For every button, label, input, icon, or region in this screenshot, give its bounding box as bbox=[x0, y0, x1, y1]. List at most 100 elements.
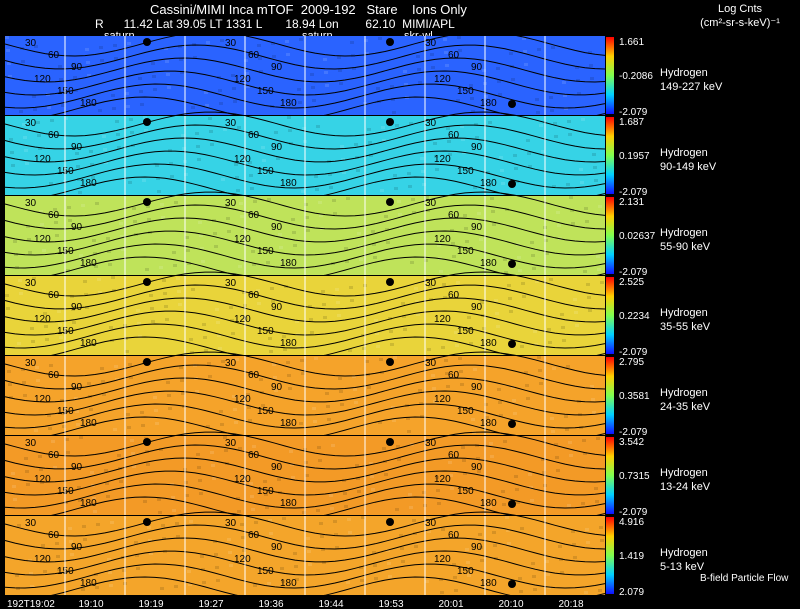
panel-4-speckle bbox=[259, 378, 263, 381]
panel-6-speckle bbox=[16, 587, 20, 590]
panel-5-speckle bbox=[408, 493, 412, 496]
panel-4-speckle bbox=[167, 394, 171, 397]
panel-6-speckle bbox=[255, 534, 259, 537]
panel-3-speckle bbox=[495, 312, 499, 315]
panel-4-contour-label: 90 bbox=[71, 382, 83, 393]
panel-4-speckle bbox=[497, 388, 501, 391]
panel-0-speckle bbox=[575, 66, 579, 69]
panel-5-speckle bbox=[77, 486, 81, 489]
panel-1-speckle bbox=[315, 188, 319, 191]
panel-1-contour-label: 60 bbox=[448, 130, 460, 141]
panel-6-speckle bbox=[15, 574, 19, 577]
panel-1-speckle bbox=[302, 127, 306, 130]
panel-0-contour-label: 150 bbox=[457, 86, 474, 97]
panel-2-speckle bbox=[161, 216, 165, 219]
panel-0-speckle bbox=[271, 42, 275, 45]
panel-0-speckle bbox=[443, 38, 447, 41]
x-tick-label: 19:53 bbox=[378, 599, 403, 609]
panel-1-speckle bbox=[367, 128, 371, 131]
panel-4-contour-label: 60 bbox=[448, 370, 460, 381]
panel-2-speckle bbox=[479, 238, 483, 241]
panel-5-speckle bbox=[199, 492, 203, 495]
panel-4-speckle bbox=[460, 383, 464, 386]
panel-5-cmid-label: 0.7315 bbox=[619, 471, 650, 482]
panel-6-contour-label: 180 bbox=[280, 578, 297, 589]
panel-4-speckle bbox=[34, 429, 38, 432]
panel-6-speckle bbox=[427, 530, 431, 533]
panel-0-speckle bbox=[259, 70, 263, 73]
chart-title: Cassini/MIMI Inca mTOF 2009-192 Stare Io… bbox=[150, 2, 467, 17]
panel-2-speckle bbox=[106, 237, 110, 240]
panel-6-speckle bbox=[81, 588, 85, 591]
panel-4-speckle bbox=[486, 429, 490, 432]
panel-4-contour-label: 30 bbox=[225, 358, 237, 369]
panel-3-speckle bbox=[71, 308, 75, 311]
panel-5-speckle bbox=[395, 508, 399, 511]
panel-5-speckle bbox=[396, 445, 400, 448]
panel-1-speckle bbox=[340, 145, 344, 148]
panel-3-speckle bbox=[255, 276, 259, 279]
panel-2-speckle bbox=[160, 203, 164, 206]
panel-5-speckle bbox=[382, 447, 386, 450]
panel-5-speckle bbox=[302, 511, 306, 514]
panel-6-speckle bbox=[134, 541, 138, 544]
panel-3-speckle bbox=[176, 277, 180, 280]
panel-3-speckle bbox=[6, 307, 10, 310]
panel-2-cmin-label: -2.079 bbox=[619, 267, 648, 278]
panel-5-contour-label: 180 bbox=[80, 498, 97, 509]
panel-2-speckle bbox=[584, 207, 588, 210]
panel-5-speckle bbox=[250, 495, 254, 498]
x-tick-label: 20:18 bbox=[558, 599, 583, 609]
panel-2-speckle bbox=[280, 259, 284, 262]
panel-4-speckle bbox=[154, 409, 158, 412]
panel-2-speckle bbox=[227, 230, 231, 233]
panel-5-speckle bbox=[185, 494, 189, 497]
panel-6-speckle bbox=[174, 585, 178, 588]
panel-4-saturn-spot bbox=[508, 420, 516, 428]
panel-0-speckle bbox=[112, 107, 116, 110]
panel-2-speckle bbox=[240, 215, 244, 218]
panel-3-speckle bbox=[204, 349, 208, 352]
panel-4-speckle bbox=[565, 428, 569, 431]
panel-1-speckle bbox=[580, 181, 584, 184]
panel-0-contour-label: 180 bbox=[480, 98, 497, 109]
panel-6-speckle bbox=[216, 579, 220, 582]
panel-2-speckle bbox=[200, 247, 204, 250]
colorbar-units-subtitle: (cm²-sr-s-keV)⁻¹ bbox=[700, 17, 780, 29]
panel-5-speckle bbox=[437, 502, 441, 505]
panel-0-speckle bbox=[74, 89, 78, 92]
panel-0-speckle bbox=[111, 94, 115, 97]
panel-2-speckle bbox=[95, 202, 99, 205]
panel-1-speckle bbox=[369, 154, 373, 157]
panel-6-speckle bbox=[200, 555, 204, 558]
panel-0-speckle bbox=[33, 108, 37, 111]
panel-0-speckle bbox=[457, 36, 461, 39]
panel-6-speckle bbox=[268, 519, 272, 522]
panel-3-contour-label: 90 bbox=[471, 302, 483, 313]
panel-5-speckle bbox=[369, 462, 373, 465]
panel-4-speckle bbox=[459, 370, 463, 373]
panel-6-speckle bbox=[400, 547, 404, 550]
panel-0-speckle bbox=[178, 45, 182, 48]
panel-4-contour-label: 180 bbox=[480, 418, 497, 429]
panel-4-contour-label: 180 bbox=[80, 418, 97, 429]
panel-6-speckle bbox=[322, 561, 326, 564]
panel-2-speckle bbox=[357, 232, 361, 235]
panel-6-speckle bbox=[493, 544, 497, 547]
panel-5-speckle bbox=[490, 455, 494, 458]
panel-1-speckle bbox=[328, 173, 332, 176]
panel-1-speckle bbox=[287, 116, 291, 119]
panel-2-speckle bbox=[201, 260, 205, 263]
panel-4-speckle bbox=[538, 369, 542, 372]
panel-0-speckle bbox=[562, 81, 566, 84]
x-tick-label: 20:01 bbox=[438, 599, 463, 609]
panel-3-speckle bbox=[403, 328, 407, 331]
panel-2-contour-label: 30 bbox=[25, 198, 37, 209]
panel-2-speckle bbox=[397, 200, 401, 203]
panel-4-speckle bbox=[49, 364, 53, 367]
panel-2-speckle bbox=[425, 196, 429, 199]
panel-0-speckle bbox=[390, 85, 394, 88]
panel-3-speckle bbox=[72, 321, 76, 324]
panel-1-speckle bbox=[250, 187, 254, 190]
panel-1-speckle bbox=[223, 128, 227, 131]
